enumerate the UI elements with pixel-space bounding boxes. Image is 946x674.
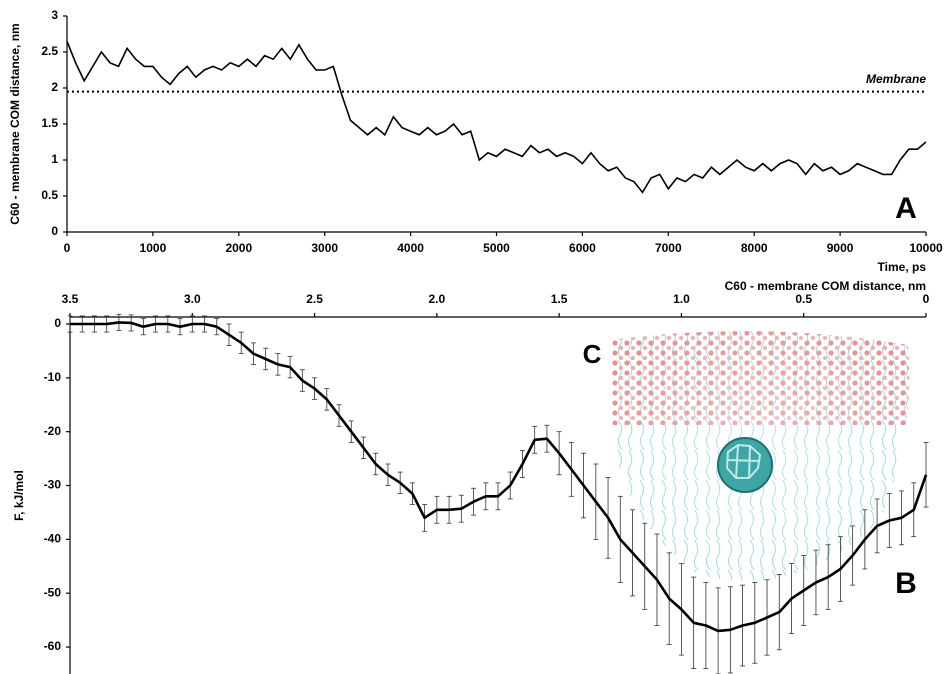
y-tick-label: -10 bbox=[44, 370, 62, 384]
x-axis-label: Time, ps bbox=[878, 260, 927, 274]
fullerene bbox=[717, 437, 773, 493]
reference-label: Membrane bbox=[866, 72, 926, 86]
x-tick-label: 0.5 bbox=[795, 292, 812, 306]
y-tick-label: 1 bbox=[51, 152, 58, 166]
inset-label: C bbox=[583, 339, 602, 369]
panel-label: B bbox=[895, 567, 917, 600]
x-tick-label: 3.5 bbox=[62, 292, 79, 306]
y-tick-label: -20 bbox=[44, 424, 62, 438]
x-tick-label: 2.0 bbox=[429, 292, 446, 306]
data-line bbox=[66, 40, 927, 194]
y-tick-label: -40 bbox=[44, 532, 62, 546]
y-axis-label: F, kJ/mol bbox=[12, 470, 26, 521]
y-axis-label: C60 - membrane COM distance, nm bbox=[8, 23, 22, 224]
y-tick-label: 2 bbox=[51, 80, 58, 94]
y-tick-label: 0 bbox=[51, 224, 58, 238]
x-tick-label: 2.5 bbox=[306, 292, 323, 306]
y-tick-label: -30 bbox=[44, 478, 62, 492]
x-tick-label: 3000 bbox=[311, 241, 338, 255]
x-tick-label: 0 bbox=[923, 292, 930, 306]
y-tick-label: 3 bbox=[51, 8, 58, 22]
y-tick-label: -60 bbox=[44, 639, 62, 653]
data-line bbox=[70, 321, 928, 633]
x-axis-label: C60 - membrane COM distance, nm bbox=[725, 279, 926, 293]
x-tick-label: 1000 bbox=[140, 241, 167, 255]
x-tick-label: 8000 bbox=[741, 241, 768, 255]
x-tick-label: 1.0 bbox=[673, 292, 690, 306]
panel-label: A bbox=[895, 192, 917, 225]
y-tick-label: 2.5 bbox=[41, 44, 58, 58]
x-tick-label: 6000 bbox=[569, 241, 596, 255]
y-tick-label: 0.5 bbox=[41, 188, 58, 202]
y-tick-label: -50 bbox=[44, 585, 62, 599]
x-tick-label: 7000 bbox=[655, 241, 682, 255]
y-tick-label: 0 bbox=[54, 316, 61, 330]
x-tick-label: 5000 bbox=[483, 241, 510, 255]
x-tick-label: 10000 bbox=[909, 241, 943, 255]
x-tick-label: 2000 bbox=[225, 241, 252, 255]
x-tick-label: 3.0 bbox=[184, 292, 201, 306]
x-tick-label: 0 bbox=[64, 241, 71, 255]
x-tick-label: 1.5 bbox=[551, 292, 568, 306]
x-tick-label: 9000 bbox=[827, 241, 854, 255]
y-tick-label: 1.5 bbox=[41, 116, 58, 130]
x-tick-label: 4000 bbox=[397, 241, 424, 255]
